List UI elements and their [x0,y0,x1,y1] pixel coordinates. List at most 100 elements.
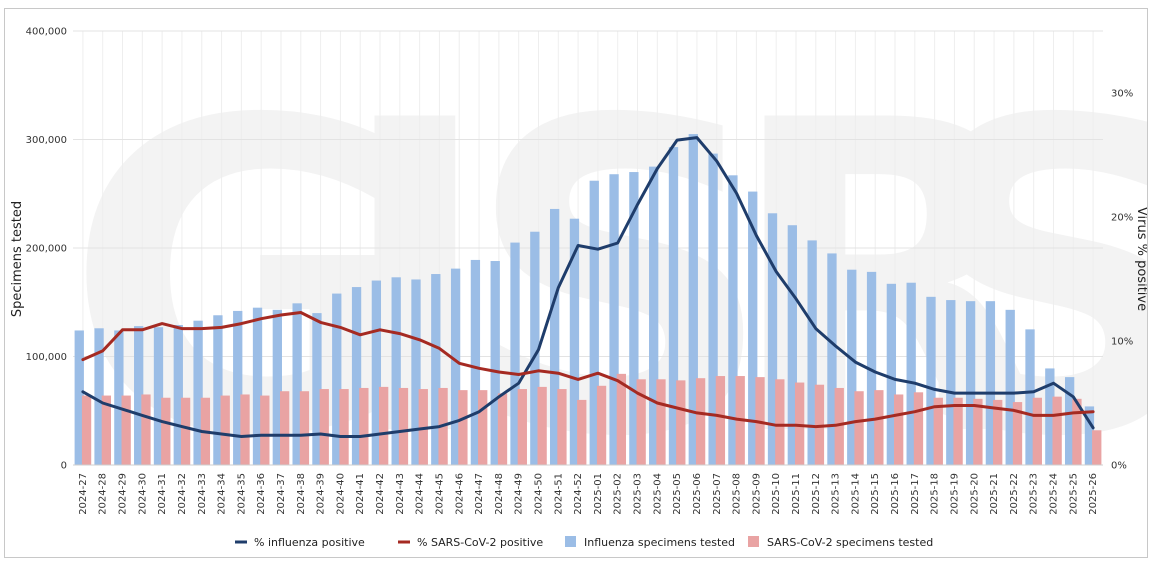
sars-cov-2-specimens-bar [794,382,805,465]
influenza-specimens-bar [134,326,144,465]
sars-cov-2-specimens-bar [676,380,686,465]
influenza-specimens-bar [609,174,619,465]
sars-cov-2-specimens-bar [1012,402,1023,465]
x-tick-label: 2025-18 [930,473,941,515]
x-tick-label: 2025-06 [692,473,703,515]
influenza-specimens-bar [391,277,401,465]
sars-cov-2-specimens-bar [993,399,1003,465]
y-tick-label: 0 [61,461,67,472]
influenza-specimens-bar [450,268,461,465]
x-tick-label: 2025-17 [910,473,921,515]
y-tick-label: 100,000 [26,352,67,363]
x-tick-label: 2024-42 [375,473,386,515]
influenza-specimens-bar [233,310,243,465]
sars-cov-2-specimens-bar [1072,398,1082,465]
x-tick-label: 2025-03 [633,473,644,515]
sars-cov-2-specimens-bar [359,387,369,465]
sars-cov-2-specimens-bar [715,376,726,465]
legend-bar-swatch [748,536,759,547]
x-tick-label: 2024-38 [296,473,307,515]
bars [74,134,1102,466]
influenza-positive-line [81,136,1095,438]
sars-cov-2-specimens-bar [497,393,508,465]
x-tick-label: 2024-36 [256,473,267,515]
x-tick-label: 2024-37 [276,473,287,515]
influenza-specimens-bar [292,303,302,465]
sars-cov-2-specimens-bar [636,379,646,465]
influenza-specimens-bar [569,218,580,465]
x-tick-label: 2024-29 [118,473,129,515]
x-tick-label: 2025-22 [1009,473,1020,515]
influenza-specimens-bar [668,147,679,465]
sars-cov-2-specimens-bar [814,384,825,465]
x-tick-label: 2024-31 [157,473,168,515]
sars-cov-2-specimens-bar [596,385,607,465]
x-tick-label: 2025-11 [791,473,802,515]
y2-tick-label: 0% [1111,461,1127,472]
x-tick-label: 2025-10 [771,473,782,515]
influenza-specimens-bar [965,301,976,465]
x-tick-label: 2024-43 [395,473,406,515]
influenza-specimens-bar [886,283,897,465]
sars-cov-2-positive-line [81,311,1095,429]
sars-cov-2-specimens-bar [894,394,904,465]
sars-cov-2-specimens-bar [874,390,884,465]
influenza-specimens-bar [946,300,956,465]
sars-cov-2-specimens-bar [1052,396,1062,465]
sars-cov-2-specimens-bar [121,395,131,465]
influenza-specimens-bar [431,274,441,465]
influenza-specimens-bar [767,213,778,465]
sars-cov-2-specimens-bar [933,397,943,465]
legend-bar-swatch [565,536,576,547]
sars-cov-2-specimens-bar [418,389,428,465]
sars-cov-2-specimens-bar [279,391,290,465]
x-tick-label: 2025-16 [890,473,901,515]
x-tick-label: 2025-15 [870,473,881,515]
chart: G I S R S 0100,000200,000300,000400,0000… [10,27,1152,550]
influenza-specimens-bar [252,307,263,465]
lines [81,136,1095,438]
sars-cov-2-specimens-bar [458,390,468,465]
influenza-specimens-bar [748,191,758,465]
x-tick-label: 2025-12 [811,473,822,515]
x-tick-label: 2024-32 [177,473,188,515]
sars-cov-2-specimens-bar [616,373,627,465]
axes: 0 100,000 200,000 300,000 400,000 0% 10% 20% 30%… [26,27,1134,515]
x-tick-label: 2025-25 [1068,473,1079,515]
x-tick-label: 2025-07 [712,473,723,515]
influenza-specimens-bar [926,296,936,465]
sars-cov-2-specimens-bar [973,398,983,465]
sars-cov-2-specimens-bar [1032,397,1042,465]
x-tick-label: 2025-05 [672,473,683,515]
influenza-specimens-bar [1025,329,1035,465]
influenza-specimens-bar [490,261,500,465]
x-tick-label: 2025-02 [613,473,624,515]
influenza-specimens-bar [193,320,203,465]
sars-cov-2-specimens-bar [220,395,230,465]
influenza-specimens-bar [847,269,857,465]
influenza-specimens-bar [153,327,164,465]
x-tick-label: 2025-24 [1048,473,1059,515]
influenza-specimens-bar [312,313,322,465]
influenza-specimens-bar [866,271,877,465]
legend-label: % SARS-CoV-2 positive [417,536,543,549]
x-tick-label: 2025-20 [969,473,980,515]
influenza-specimens-bar [213,315,223,465]
x-tick-label: 2025-04 [652,473,663,515]
y-tick-label: 400,000 [26,27,67,38]
sars-cov-2-specimens-bar [834,387,844,465]
influenza-specimens-bar [94,328,104,465]
x-tick-label: 2025-19 [949,473,960,515]
sars-cov-2-specimens-bar [161,397,171,465]
legend: % influenza positive % SARS-CoV-2 positiv… [235,536,933,549]
x-tick-label: 2024-50 [533,473,544,515]
sars-cov-2-specimens-bar [478,390,488,465]
influenza-specimens-bar [530,231,540,465]
x-tick-label: 2024-49 [514,473,525,515]
sars-cov-2-specimens-bar [339,389,349,465]
sars-cov-2-specimens-bar [1092,430,1102,465]
influenza-specimens-bar [173,325,183,465]
x-tick-label: 2024-44 [415,473,426,515]
x-tick-label: 2024-45 [434,473,445,515]
x-tick-label: 2024-34 [217,473,228,515]
